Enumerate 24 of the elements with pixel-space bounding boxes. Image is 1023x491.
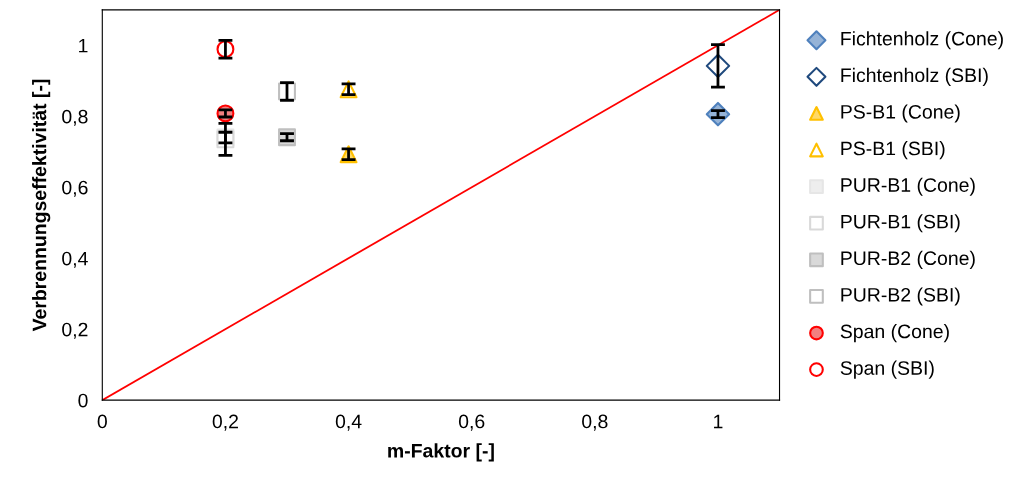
y-tick-label: 0,2 [62, 322, 88, 339]
y-tick-label: 1 [79, 38, 88, 53]
legend-label: Fichtenholz (SBI) [841, 67, 988, 86]
x-tick-label: 0,2 [212, 414, 238, 431]
legend-label: PUR-B2 (SBI) [841, 287, 960, 306]
legend-label: PS-B1 (SBI) [841, 141, 945, 160]
y-tick-label: 0,4 [62, 251, 88, 268]
x-tick-label: 0,6 [458, 414, 485, 431]
y-tick-label: 0,6 [62, 180, 88, 197]
legend-label: Span (Cone) [840, 324, 949, 343]
y-tick-label: 0 [78, 393, 88, 408]
x-axis-title: m-Faktor [-] [388, 443, 494, 462]
y-axis-title: Verbrennungseffektivität [-] [32, 79, 51, 332]
y-tick-label: 0,8 [62, 109, 88, 126]
legend-label: PUR-B1 (SBI) [841, 214, 960, 233]
x-tick-label: 1 [714, 414, 723, 429]
legend-label: PS-B1 (Cone) [841, 104, 960, 123]
legend-label: PUR-B2 (Cone) [841, 250, 975, 269]
legend-label: Span (SBI) [840, 360, 934, 379]
legend-label: PUR-B1 (Cone) [841, 177, 975, 196]
x-tick-label: 0,8 [582, 414, 608, 431]
legend-label: Fichtenholz (Cone) [841, 31, 1003, 50]
x-tick-label: 0 [97, 414, 107, 429]
x-tick-label: 0,4 [335, 414, 362, 431]
